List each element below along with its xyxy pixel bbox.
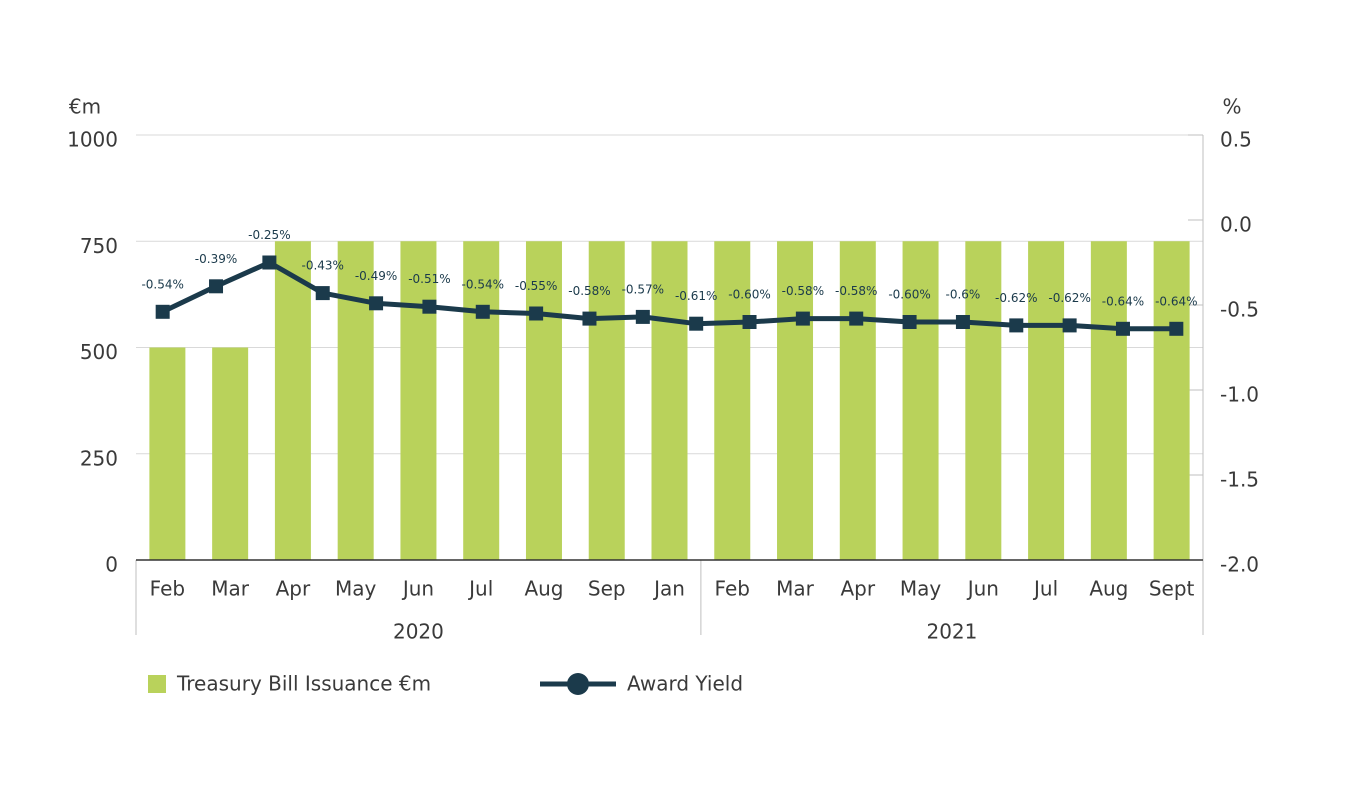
data-label: -0.54% [141, 277, 183, 291]
line-marker [1115, 321, 1130, 336]
y2-tick-label: 0.0 [1220, 213, 1252, 237]
x-tick-label: Mar [211, 577, 250, 601]
bar [588, 241, 625, 560]
data-label: -0.49% [355, 269, 397, 283]
bar [1153, 241, 1190, 560]
bar [839, 241, 876, 560]
x-tick-label: May [900, 577, 942, 601]
bar [902, 241, 939, 560]
line-marker [902, 315, 917, 329]
x-tick-label: May [335, 577, 377, 601]
legend-swatch [148, 675, 166, 693]
bar [777, 241, 814, 560]
line-marker [742, 315, 757, 329]
data-label: -0.25% [248, 228, 290, 242]
data-label: -0.60% [728, 288, 770, 302]
bar [965, 241, 1002, 560]
line-marker [315, 286, 330, 301]
line-marker [849, 311, 864, 326]
x-tick-label: Jan [652, 577, 685, 601]
data-label: -0.61% [675, 289, 717, 303]
x-tick-label: Jul [467, 577, 493, 601]
bar [651, 241, 688, 560]
x-tick-label: Apr [840, 577, 875, 601]
x-tick-label: Sept [1149, 577, 1195, 601]
data-label: -0.54% [462, 277, 504, 291]
bar [463, 241, 500, 560]
line-marker [422, 299, 437, 314]
y-tick-label: 1000 [67, 128, 118, 152]
data-label: -0.51% [408, 272, 450, 286]
y2-tick-label: -0.5 [1220, 298, 1259, 322]
data-label: -0.64% [1155, 294, 1197, 308]
data-label: -0.6% [946, 288, 981, 302]
data-label: -0.62% [1048, 291, 1090, 305]
bar [274, 241, 311, 560]
data-label: -0.43% [301, 259, 343, 273]
legend-marker [567, 673, 589, 695]
line-marker [475, 304, 490, 319]
data-label: -0.64% [1102, 294, 1144, 308]
data-label: -0.58% [782, 284, 824, 298]
x-tick-label: Feb [715, 577, 750, 601]
line-marker [582, 311, 597, 326]
x-tick-label: Mar [776, 577, 815, 601]
y2-tick-label: 0.5 [1220, 128, 1252, 152]
x-tick-label: Jul [1032, 577, 1058, 601]
bar [212, 347, 249, 560]
x-tick-label: Jun [966, 577, 999, 601]
bar [1090, 241, 1127, 560]
legend-label: Treasury Bill Issuance €m [176, 672, 431, 696]
line-marker [955, 315, 970, 329]
data-label: -0.57% [622, 282, 664, 296]
bar [525, 241, 562, 560]
data-label: -0.60% [888, 288, 930, 302]
y2-tick-label: -1.5 [1220, 468, 1259, 492]
line-marker [262, 255, 277, 270]
y2-tick-label: -1.0 [1220, 383, 1259, 407]
line [161, 260, 1177, 332]
line-marker [369, 296, 384, 311]
group-label: 2020 [393, 620, 444, 644]
group-label: 2021 [926, 620, 977, 644]
x-tick-label: Feb [150, 577, 185, 601]
line-marker [1009, 318, 1024, 333]
y-axis-label: €m [69, 95, 101, 119]
y2-axis-label: % [1222, 95, 1241, 119]
x-tick-label: Apr [276, 577, 311, 601]
line-marker [795, 311, 810, 326]
line-marker [529, 306, 544, 321]
data-label: -0.39% [195, 252, 237, 266]
line-marker [1169, 321, 1184, 336]
line-marker [155, 304, 170, 319]
legend-label: Award Yield [627, 672, 743, 696]
data-label: -0.55% [515, 279, 557, 293]
y-tick-label: 0 [105, 553, 118, 577]
bar [149, 347, 186, 560]
bar [714, 241, 751, 560]
bar [400, 241, 437, 560]
y2-tick-label: -2.0 [1220, 553, 1259, 577]
data-label: -0.58% [568, 284, 610, 298]
line-marker [689, 316, 704, 331]
x-tick-label: Sep [588, 577, 626, 601]
y-tick-label: 750 [80, 234, 118, 258]
x-tick-label: Aug [1089, 577, 1128, 601]
bar [1028, 241, 1065, 560]
data-label: -0.58% [835, 284, 877, 298]
line-marker [635, 309, 650, 324]
data-label: -0.62% [995, 291, 1037, 305]
bar [337, 241, 374, 560]
x-tick-label: Aug [524, 577, 563, 601]
x-tick-label: Jun [401, 577, 434, 601]
y-tick-label: 250 [80, 446, 118, 470]
line-marker [1062, 318, 1077, 333]
y-tick-label: 500 [80, 340, 118, 364]
line-marker [209, 279, 224, 294]
